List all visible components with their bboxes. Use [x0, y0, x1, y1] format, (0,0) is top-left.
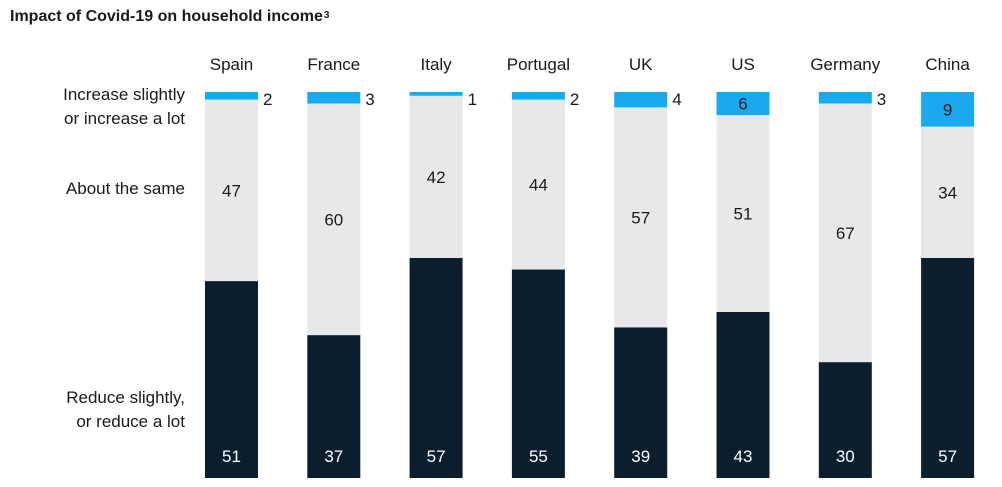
value-label-reduce-france: 37: [324, 447, 343, 466]
value-label-same-spain: 47: [222, 181, 241, 200]
bar-increase-portugal: [511, 92, 565, 100]
value-label-reduce-china: 57: [938, 447, 957, 466]
category-label-germany: Germany: [810, 55, 880, 74]
bar-same-italy: [409, 95, 463, 258]
bar-reduce-uk: [614, 327, 668, 478]
bar-increase-uk: [614, 92, 668, 108]
bar-group-china: China 9 34 57: [921, 55, 975, 478]
value-label-reduce-portugal: 55: [529, 447, 548, 466]
bar-increase-germany: [818, 92, 872, 104]
bar-same-france: [307, 103, 361, 336]
bar-increase-france: [307, 92, 361, 104]
category-label-uk: UK: [629, 55, 653, 74]
footnote-marker: 3: [323, 10, 330, 21]
bar-increase-us: [716, 92, 770, 116]
row-label-reduce: Reduce slightly, or reduce a lot: [66, 386, 185, 434]
row-label-increase-line1: Increase slightly: [63, 85, 185, 104]
bar-same-germany: [818, 103, 872, 363]
bar-increase-china: [921, 92, 975, 127]
value-label-reduce-germany: 30: [836, 447, 855, 466]
bar-reduce-germany: [818, 362, 872, 478]
category-label-italy: Italy: [421, 55, 453, 74]
value-label-increase-uk: 4: [672, 90, 681, 109]
chart-title-text: Impact of Covid-19 on household income: [10, 8, 323, 25]
bar-reduce-us: [716, 312, 770, 478]
value-label-same-germany: 67: [836, 224, 855, 243]
bar-reduce-china: [921, 257, 975, 478]
row-label-increase-line2: or increase a lot: [64, 109, 185, 128]
bar-group-spain: Spain 2 47 51: [205, 55, 272, 478]
bar-same-uk: [614, 107, 668, 328]
bar-reduce-france: [307, 335, 361, 478]
category-label-spain: Spain: [210, 55, 253, 74]
value-label-same-uk: 57: [631, 208, 650, 227]
value-label-increase-china: 9: [943, 100, 952, 119]
bar-group-france: France 3 60 37: [307, 55, 375, 478]
bar-reduce-spain: [205, 281, 258, 478]
bar-group-italy: Italy 1 42 57: [409, 55, 477, 478]
value-label-same-italy: 42: [427, 168, 446, 187]
bar-increase-spain: [205, 92, 258, 100]
row-label-reduce-line2: or reduce a lot: [76, 412, 185, 431]
row-label-reduce-line1: Reduce slightly,: [66, 388, 185, 407]
category-label-france: France: [307, 55, 360, 74]
value-label-same-france: 60: [324, 210, 343, 229]
bar-group-uk: UK 4 57 39: [614, 55, 682, 478]
value-label-increase-us: 6: [738, 95, 747, 114]
chart-title: Impact of Covid-19 on household income3: [10, 8, 329, 26]
bar-same-us: [716, 115, 770, 313]
bar-group-us: US 6 51 43: [716, 55, 770, 478]
row-label-same: About the same: [66, 177, 185, 201]
row-label-increase: Increase slightly or increase a lot: [63, 83, 185, 131]
bar-group-germany: Germany 3 67 30: [810, 55, 886, 478]
value-label-increase-germany: 3: [877, 90, 886, 109]
row-label-same-text: About the same: [65, 179, 185, 198]
value-label-reduce-spain: 51: [222, 447, 241, 466]
bar-same-spain: [205, 99, 258, 282]
bar-increase-italy: [409, 92, 463, 96]
value-label-increase-france: 3: [365, 90, 374, 109]
value-label-reduce-italy: 57: [427, 447, 446, 466]
bar-same-china: [921, 126, 975, 258]
bar-reduce-italy: [409, 257, 463, 478]
category-label-us: US: [731, 55, 755, 74]
category-label-portugal: Portugal: [507, 55, 570, 74]
value-label-same-china: 34: [938, 183, 957, 202]
value-label-reduce-uk: 39: [631, 447, 650, 466]
value-label-reduce-us: 43: [734, 447, 753, 466]
bar-reduce-portugal: [511, 269, 565, 478]
value-label-same-portugal: 44: [529, 176, 548, 195]
value-label-same-us: 51: [734, 205, 753, 224]
value-label-increase-portugal: 2: [570, 90, 579, 109]
value-label-increase-spain: 2: [263, 90, 272, 109]
value-label-increase-italy: 1: [468, 90, 477, 109]
bar-same-portugal: [511, 99, 565, 270]
category-label-china: China: [925, 55, 970, 74]
